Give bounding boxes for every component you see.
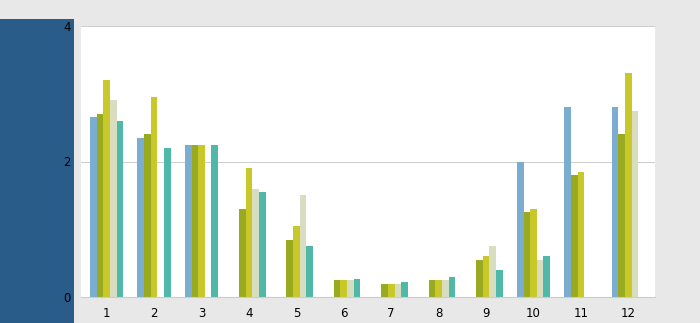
Bar bbox=[578, 172, 584, 297]
Bar bbox=[307, 246, 313, 297]
Bar bbox=[259, 192, 265, 297]
Bar bbox=[496, 270, 503, 297]
Bar bbox=[476, 260, 483, 297]
Bar bbox=[211, 144, 218, 297]
Bar bbox=[144, 134, 150, 297]
Bar bbox=[388, 284, 395, 297]
Bar bbox=[524, 213, 530, 297]
Bar bbox=[104, 80, 110, 297]
Bar bbox=[334, 280, 340, 297]
Bar bbox=[537, 260, 543, 297]
Bar bbox=[286, 240, 293, 297]
Bar bbox=[442, 280, 449, 297]
Bar bbox=[354, 279, 360, 297]
Bar bbox=[164, 148, 171, 297]
Bar bbox=[395, 284, 401, 297]
Bar bbox=[401, 282, 408, 297]
Bar bbox=[428, 280, 435, 297]
Bar bbox=[198, 144, 205, 297]
Bar bbox=[252, 189, 259, 297]
Bar bbox=[631, 110, 638, 297]
Bar bbox=[618, 134, 625, 297]
Bar bbox=[293, 226, 300, 297]
Bar bbox=[449, 277, 455, 297]
Bar bbox=[300, 195, 307, 297]
Bar bbox=[530, 209, 537, 297]
Bar bbox=[150, 97, 158, 297]
Bar bbox=[239, 209, 246, 297]
Bar bbox=[517, 162, 524, 297]
Bar bbox=[110, 100, 117, 297]
Bar bbox=[90, 118, 97, 297]
Bar bbox=[382, 284, 388, 297]
Bar bbox=[571, 175, 577, 297]
Bar bbox=[97, 114, 104, 297]
Bar bbox=[625, 73, 631, 297]
Bar bbox=[340, 280, 347, 297]
Bar bbox=[137, 138, 144, 297]
Bar bbox=[246, 168, 252, 297]
Bar bbox=[483, 256, 489, 297]
Bar bbox=[489, 246, 496, 297]
Bar bbox=[185, 144, 192, 297]
Bar bbox=[347, 280, 354, 297]
Bar bbox=[435, 280, 442, 297]
Bar bbox=[564, 107, 571, 297]
Bar bbox=[543, 256, 550, 297]
Bar bbox=[192, 144, 198, 297]
Bar bbox=[117, 121, 123, 297]
Bar bbox=[612, 107, 618, 297]
